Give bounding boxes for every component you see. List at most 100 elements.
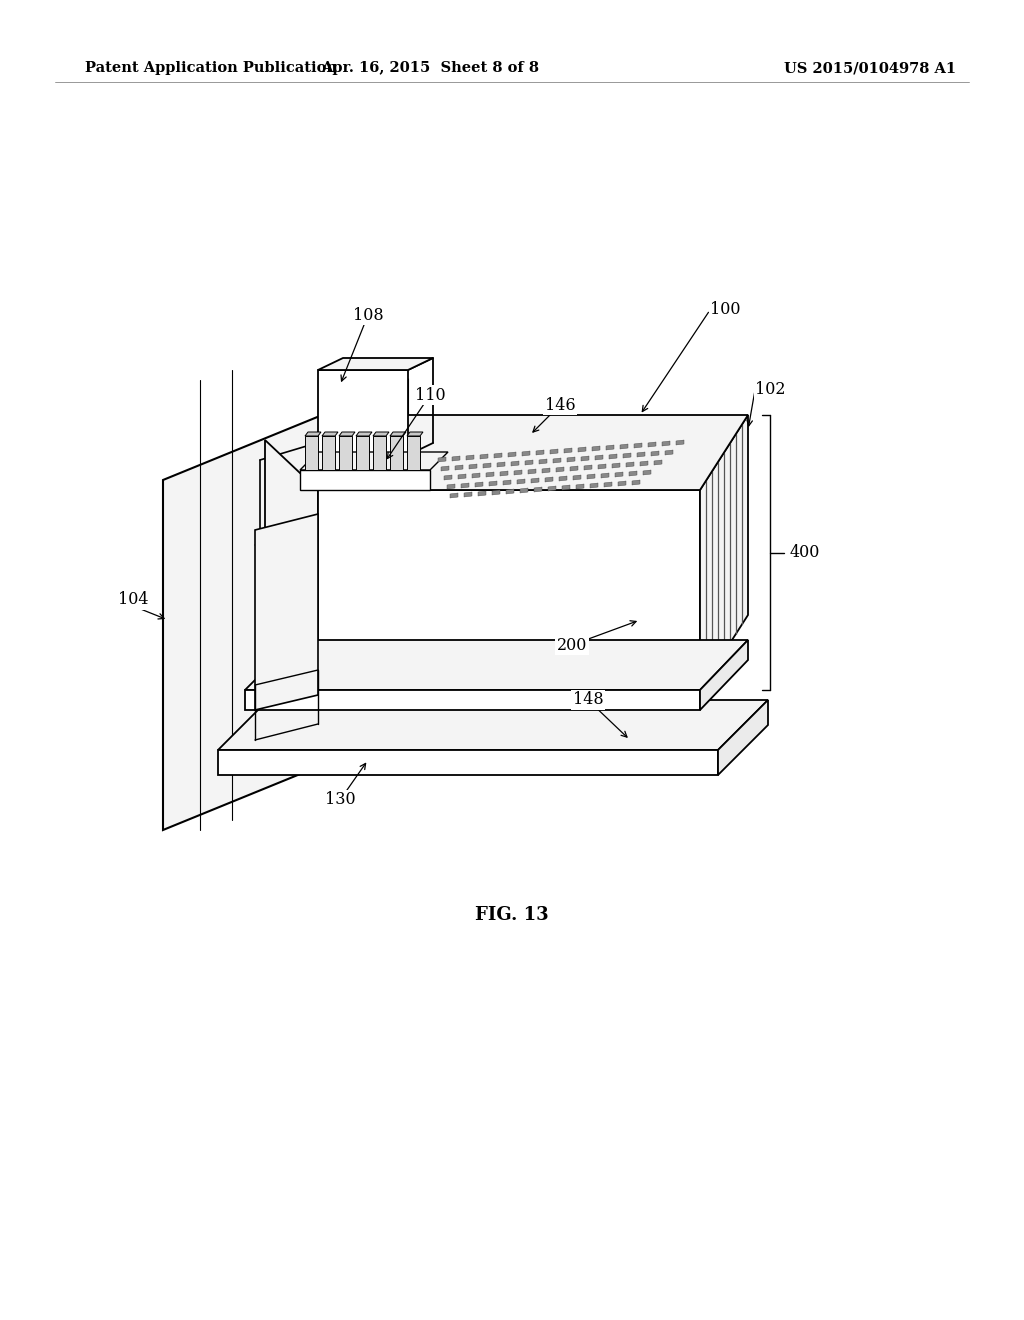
Polygon shape (612, 463, 620, 469)
Polygon shape (318, 414, 748, 490)
Polygon shape (562, 484, 570, 490)
Polygon shape (564, 447, 572, 453)
Polygon shape (520, 488, 528, 492)
Polygon shape (245, 690, 700, 710)
Polygon shape (390, 432, 406, 436)
Polygon shape (339, 432, 355, 436)
Text: 148: 148 (572, 692, 603, 709)
Polygon shape (508, 451, 516, 457)
Polygon shape (373, 436, 386, 470)
Polygon shape (218, 700, 768, 750)
Polygon shape (553, 458, 561, 463)
Polygon shape (536, 450, 544, 455)
Polygon shape (604, 482, 612, 487)
Polygon shape (500, 471, 508, 477)
Polygon shape (643, 470, 651, 475)
Polygon shape (447, 484, 455, 488)
Polygon shape (407, 436, 420, 470)
Polygon shape (475, 482, 483, 487)
Polygon shape (648, 442, 656, 447)
Polygon shape (620, 444, 628, 449)
Polygon shape (441, 466, 449, 471)
Polygon shape (300, 451, 449, 470)
Polygon shape (559, 477, 567, 480)
Text: 104: 104 (118, 591, 148, 609)
Polygon shape (466, 455, 474, 459)
Polygon shape (511, 461, 519, 466)
Polygon shape (665, 450, 673, 455)
Polygon shape (629, 471, 637, 477)
Text: 200: 200 (557, 636, 587, 653)
Text: 100: 100 (710, 301, 740, 318)
Polygon shape (305, 436, 318, 470)
Polygon shape (322, 432, 338, 436)
Text: Apr. 16, 2015  Sheet 8 of 8: Apr. 16, 2015 Sheet 8 of 8 (321, 61, 539, 75)
Polygon shape (662, 441, 670, 446)
Polygon shape (575, 484, 584, 488)
Polygon shape (339, 436, 352, 470)
Polygon shape (531, 478, 539, 483)
Polygon shape (615, 473, 623, 477)
Polygon shape (450, 492, 458, 498)
Polygon shape (390, 436, 403, 470)
Polygon shape (567, 457, 575, 462)
Polygon shape (626, 462, 634, 467)
Polygon shape (300, 470, 430, 490)
Polygon shape (506, 488, 514, 494)
Polygon shape (545, 477, 553, 482)
Polygon shape (455, 465, 463, 470)
Polygon shape (478, 491, 486, 496)
Polygon shape (609, 454, 617, 459)
Polygon shape (489, 480, 497, 486)
Polygon shape (318, 490, 700, 690)
Polygon shape (640, 461, 648, 466)
Polygon shape (573, 475, 581, 480)
Text: 102: 102 (755, 381, 785, 399)
Polygon shape (542, 469, 550, 473)
Polygon shape (539, 459, 547, 465)
Polygon shape (373, 432, 389, 436)
Text: US 2015/0104978 A1: US 2015/0104978 A1 (784, 61, 956, 75)
Polygon shape (492, 490, 500, 495)
Polygon shape (472, 473, 480, 478)
Polygon shape (556, 467, 564, 473)
Polygon shape (654, 459, 662, 465)
Polygon shape (525, 459, 534, 465)
Polygon shape (623, 453, 631, 458)
Polygon shape (163, 380, 408, 830)
Polygon shape (578, 447, 586, 451)
Polygon shape (444, 475, 452, 480)
Polygon shape (255, 513, 318, 710)
Polygon shape (700, 640, 748, 710)
Polygon shape (595, 455, 603, 459)
Text: 130: 130 (325, 792, 355, 808)
Polygon shape (700, 414, 748, 690)
Polygon shape (587, 474, 595, 479)
Polygon shape (469, 465, 477, 469)
Polygon shape (480, 454, 488, 459)
Polygon shape (718, 700, 768, 775)
Polygon shape (464, 492, 472, 498)
Polygon shape (601, 473, 609, 478)
Polygon shape (676, 440, 684, 445)
Polygon shape (528, 469, 536, 474)
Polygon shape (632, 480, 640, 484)
Polygon shape (570, 466, 578, 471)
Polygon shape (514, 470, 522, 475)
Polygon shape (606, 445, 614, 450)
Polygon shape (305, 432, 321, 436)
Text: 108: 108 (352, 306, 383, 323)
Polygon shape (534, 487, 542, 492)
Polygon shape (356, 436, 369, 470)
Polygon shape (438, 457, 446, 462)
Polygon shape (590, 483, 598, 488)
Polygon shape (497, 462, 505, 467)
Polygon shape (218, 750, 718, 775)
Polygon shape (452, 455, 460, 461)
Polygon shape (322, 436, 335, 470)
Text: FIG. 13: FIG. 13 (475, 906, 549, 924)
Polygon shape (461, 483, 469, 488)
Text: 110: 110 (415, 387, 445, 404)
Polygon shape (618, 480, 626, 486)
Polygon shape (486, 473, 494, 477)
